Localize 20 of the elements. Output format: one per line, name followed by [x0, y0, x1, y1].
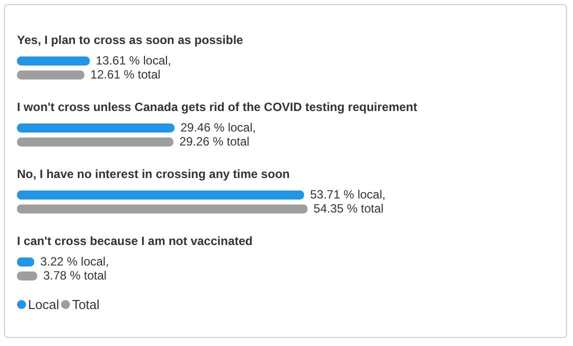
data-label: 54.35 % total: [314, 201, 384, 216]
y-tick-label: I can't cross because I am not vaccinated: [17, 234, 253, 248]
bar: [17, 70, 84, 80]
bar: [17, 204, 308, 214]
bar: [17, 190, 304, 200]
data-label: 12.61 % total: [90, 67, 160, 82]
bar: [17, 124, 174, 132]
data-label: 29.26 % total: [179, 134, 250, 148]
y-tick-label: Yes, I plan to cross as soon as possible: [17, 33, 244, 47]
bar: [17, 138, 174, 146]
legend-label: Local: [28, 297, 60, 312]
data-label: 3.22 % local,: [40, 254, 109, 268]
y-tick-label: I won't cross unless Canada gets rid of the COVID testing requirement: [17, 100, 418, 114]
data-label: 29.46 % local,: [180, 120, 256, 134]
data-label: 3.78 % total: [43, 268, 107, 282]
data-label: 13.61 % local,: [96, 53, 172, 68]
y-tick-label: No, I have no interest in crossing any time soon: [17, 167, 290, 181]
data-label: 53.71 % local,: [310, 187, 386, 202]
legend-label: Total: [72, 297, 100, 312]
bar: [17, 56, 90, 66]
